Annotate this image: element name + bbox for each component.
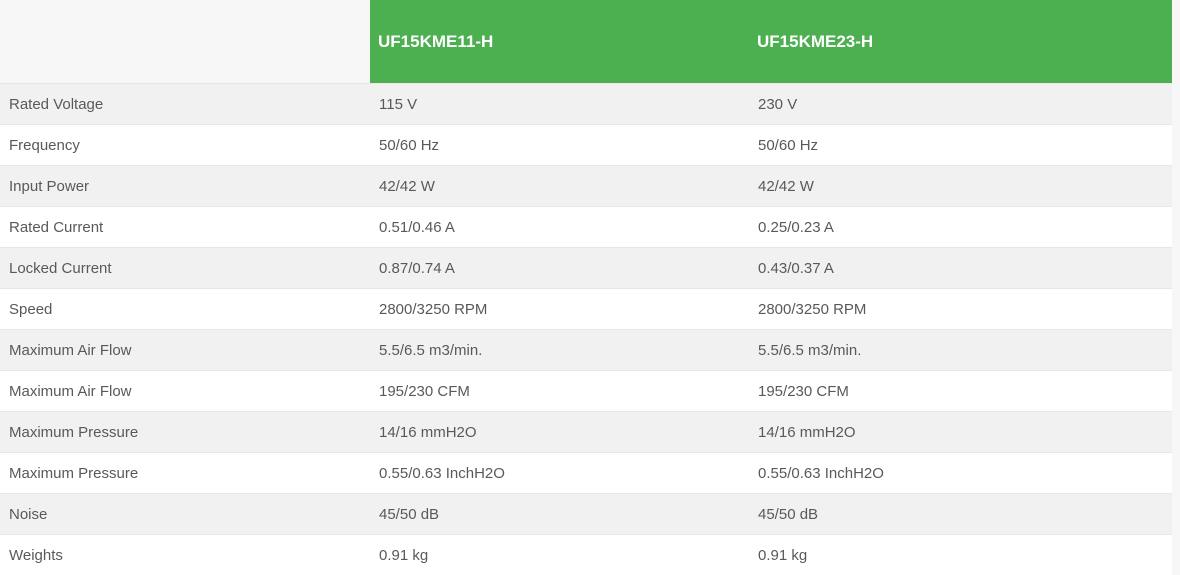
table-header-row: UF15KME11-H UF15KME23-H — [0, 0, 1172, 83]
spec-value-model-1: 0.91 kg — [379, 546, 429, 564]
spec-value-model-2: 0.55/0.63 InchH2O — [758, 464, 884, 482]
header-spacer — [0, 0, 370, 83]
table-row: Maximum Pressure 14/16 mmH2O 14/16 mmH2O — [0, 411, 1172, 452]
spec-label: Rated Current — [9, 218, 104, 236]
spec-value-model-2: 0.91 kg — [758, 546, 808, 564]
spec-label: Maximum Air Flow — [9, 382, 132, 400]
spec-label: Weights — [9, 546, 63, 564]
table-row: Maximum Air Flow 5.5/6.5 m3/min. 5.5/6.5… — [0, 329, 1172, 370]
spec-value-model-2: 230 V — [758, 95, 798, 113]
spec-value-model-2: 50/60 Hz — [758, 136, 819, 154]
spec-value-model-2: 45/50 dB — [758, 505, 819, 523]
column-header-model-uf15kme11h: UF15KME11-H — [370, 0, 749, 83]
table-row: Rated Voltage 115 V 230 V — [0, 83, 1172, 124]
spec-label: Noise — [9, 505, 48, 523]
spec-label: Maximum Air Flow — [9, 341, 132, 359]
spec-value-model-1: 195/230 CFM — [379, 382, 470, 400]
table-row: Maximum Pressure 0.55/0.63 InchH2O 0.55/… — [0, 452, 1172, 493]
spec-value-model-1: 50/60 Hz — [379, 136, 440, 154]
table-row: Rated Current 0.51/0.46 A 0.25/0.23 A — [0, 206, 1172, 247]
table-row: Maximum Air Flow 195/230 CFM 195/230 CFM — [0, 370, 1172, 411]
table-row: Speed 2800/3250 RPM 2800/3250 RPM — [0, 288, 1172, 329]
spec-value-model-1: 2800/3250 RPM — [379, 300, 488, 318]
table-row: Frequency 50/60 Hz 50/60 Hz — [0, 124, 1172, 165]
spec-value-model-1: 5.5/6.5 m3/min. — [379, 341, 483, 359]
spec-label: Locked Current — [9, 259, 112, 277]
table-row: Input Power 42/42 W 42/42 W — [0, 165, 1172, 206]
spec-value-model-1: 0.51/0.46 A — [379, 218, 455, 236]
spec-value-model-2: 5.5/6.5 m3/min. — [758, 341, 862, 359]
spec-label: Frequency — [9, 136, 80, 154]
table-row: Weights 0.91 kg 0.91 kg — [0, 534, 1172, 575]
spec-value-model-2: 2800/3250 RPM — [758, 300, 867, 318]
table-body: Rated Voltage 115 V 230 V Frequency 50/6… — [0, 83, 1172, 575]
spec-value-model-1: 0.55/0.63 InchH2O — [379, 464, 505, 482]
spec-value-model-2: 14/16 mmH2O — [758, 423, 856, 441]
spec-value-model-1: 45/50 dB — [379, 505, 440, 523]
spec-value-model-2: 195/230 CFM — [758, 382, 849, 400]
spec-value-model-1: 14/16 mmH2O — [379, 423, 477, 441]
table-row: Locked Current 0.87/0.74 A 0.43/0.37 A — [0, 247, 1172, 288]
spec-value-model-1: 0.87/0.74 A — [379, 259, 455, 277]
spec-value-model-1: 42/42 W — [379, 177, 435, 195]
spec-label: Input Power — [9, 177, 90, 195]
spec-label: Maximum Pressure — [9, 464, 139, 482]
spec-label: Maximum Pressure — [9, 423, 139, 441]
spec-value-model-2: 42/42 W — [758, 177, 814, 195]
spec-value-model-1: 115 V — [379, 95, 418, 113]
spec-value-model-2: 0.25/0.23 A — [758, 218, 834, 236]
spec-value-model-2: 0.43/0.37 A — [758, 259, 834, 277]
column-header-model-uf15kme23h: UF15KME23-H — [749, 0, 1172, 83]
spec-label: Speed — [9, 300, 53, 318]
spec-label: Rated Voltage — [9, 95, 104, 113]
table-row: Noise 45/50 dB 45/50 dB — [0, 493, 1172, 534]
